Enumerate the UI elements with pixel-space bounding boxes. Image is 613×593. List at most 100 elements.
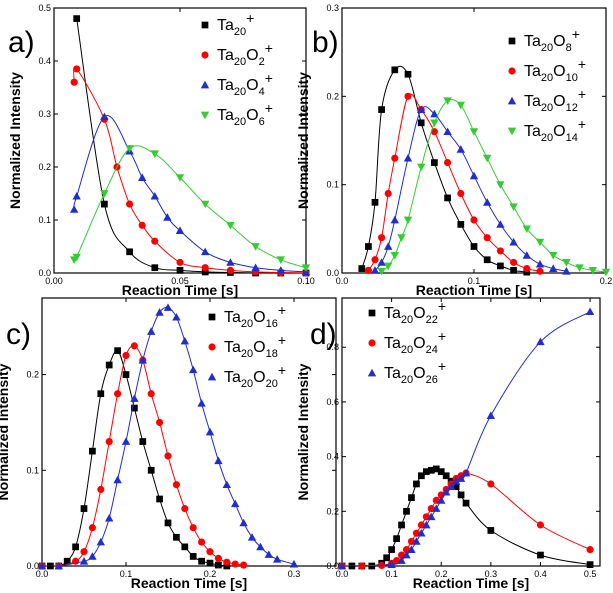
legend-marker [208,313,216,321]
data-point [586,546,594,554]
series-Ta20O24+ [338,469,594,570]
legend-entry: Ta20O12+ [507,86,586,114]
data-point [562,259,571,267]
panel-letter: a) [8,26,35,59]
x-tick-label: 0.00 [45,276,63,286]
data-point [470,243,478,250]
data-point [483,256,491,264]
data-point [223,562,231,570]
data-point [198,557,205,565]
data-point [413,480,420,488]
data-point [522,225,531,234]
data-point [483,198,492,206]
data-point [443,97,452,105]
data-point [289,559,299,568]
data-point [523,265,531,273]
data-point [370,266,380,274]
data-point [451,477,461,485]
data-point [239,518,248,527]
data-point [198,538,206,546]
legend-label: Ta20O18+ [224,332,286,360]
data-point [114,390,122,398]
x-tick-label: 0.2 [600,276,613,286]
legend-label: Ta20O12+ [524,86,586,114]
y-tick-label: 0.0 [326,268,339,278]
data-point [138,356,147,364]
data-point [264,550,273,558]
y-axis-label: Normalized Intensity [295,363,311,500]
series-line [342,468,591,566]
data-point [189,553,197,560]
data-point [130,342,138,350]
data-point [486,411,496,419]
data-point [223,558,231,566]
data-point [54,561,63,570]
series-Ta20O6+ [69,145,311,272]
data-point [444,194,451,202]
data-point [226,221,235,230]
data-point [130,394,139,402]
data-point [497,262,504,270]
data-point [549,264,558,272]
data-point [510,266,517,274]
y-tick-label: 0.2 [38,162,51,172]
data-point [72,543,79,551]
data-point [80,505,88,512]
y-tick-label: 0.8 [326,342,339,352]
data-point [437,496,446,504]
data-point [537,551,544,559]
data-point [214,554,222,562]
y-tick-label: 0.0 [38,268,51,278]
data-point [231,499,240,508]
legend-label: Ta20O20+ [224,362,286,390]
data-point [404,92,412,100]
data-point [387,560,396,568]
y-tick-label: 0.1 [26,465,39,475]
data-point [73,15,81,22]
legend-entry: Ta20O14+ [507,116,586,144]
data-point [180,336,189,345]
data-point [155,308,164,316]
data-point [456,101,465,110]
data-point [37,561,47,570]
legend-marker [367,368,377,377]
data-point [121,437,131,445]
series-Ta20O16+ [38,347,231,570]
data-point [417,163,426,172]
x-tick-label: 0.0 [336,276,349,286]
data-point [89,447,96,455]
plot-frame [41,297,337,567]
data-point [105,513,114,522]
panel-letter: b) [312,26,339,59]
data-point [226,258,235,266]
data-point [80,548,88,556]
legend-label: Ta20O4+ [217,70,273,98]
data-point [403,216,413,225]
data-point [509,237,518,246]
data-point [446,482,456,491]
legend-marker [200,111,210,120]
legend-entry: Ta20O16+ [208,302,286,330]
legend-marker [508,67,516,75]
x-tick-label: 0.05 [171,276,189,286]
data-point [201,200,210,209]
data-point [113,475,122,484]
x-tick-label: 0.1 [120,569,133,579]
data-point [487,527,495,534]
data-point [97,485,105,493]
data-point [139,438,147,445]
series-line [42,349,227,566]
data-point [364,266,372,274]
data-point [176,258,184,266]
data-point [371,256,379,264]
data-point [231,560,239,568]
data-point [441,487,451,496]
x-tick-label: 0.5 [584,569,597,579]
data-point [88,524,96,532]
data-point [510,258,518,266]
series-Ta20O22+ [338,465,594,570]
data-point [156,495,163,503]
panel-a: 0.00 0.05 0.10 0.0 0.1 0.2 0.3 0.4 0.5 Reaction T… [7,3,315,298]
x-tick-label: 0.1 [468,276,481,286]
data-point [535,238,545,247]
